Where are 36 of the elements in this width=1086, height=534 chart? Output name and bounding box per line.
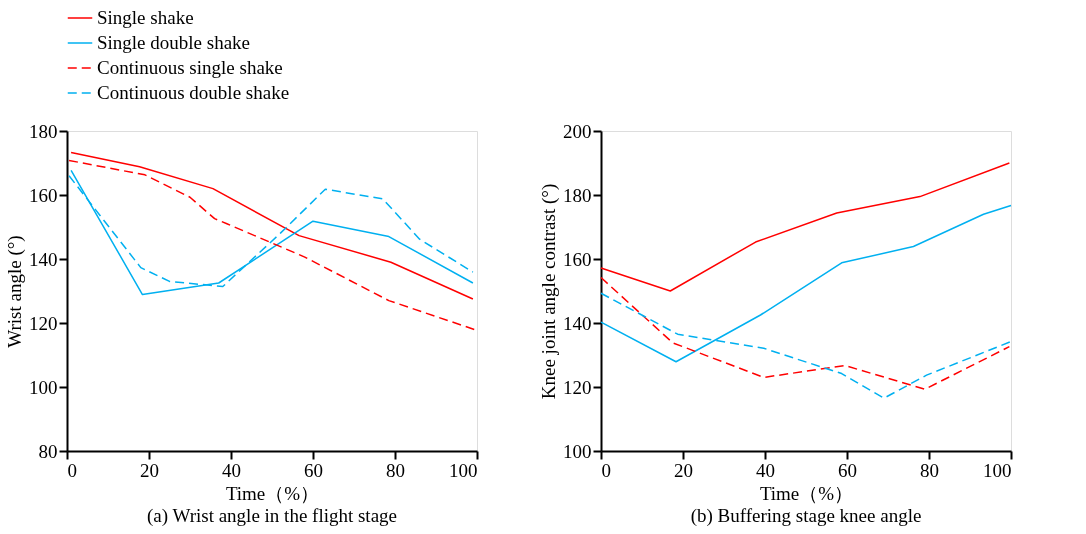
y-tick-label: 80 xyxy=(38,440,58,462)
x-tick-label: 20 xyxy=(674,459,693,481)
y-tick-label: 160 xyxy=(29,184,58,206)
x-tick-label: 0 xyxy=(67,459,77,481)
line-series xyxy=(600,276,1011,390)
x-axis-title: Time（%） xyxy=(225,482,320,504)
legend-label: Continuous double shake xyxy=(97,82,290,103)
x-tick-label: 60 xyxy=(838,459,857,481)
legend-label: Single shake xyxy=(97,7,194,28)
y-tick-label: 140 xyxy=(29,248,58,270)
y-axis-title: Wrist angle (°) xyxy=(4,235,26,348)
x-tick-label: 40 xyxy=(222,459,241,481)
legend-label: Continuous single shake xyxy=(97,57,283,78)
x-tick-label: 80 xyxy=(386,459,405,481)
y-tick-label: 200 xyxy=(563,120,592,142)
text: (a) Wrist angle in the flight stage xyxy=(146,505,398,527)
x-axis-title: Time（%） xyxy=(759,482,854,504)
x-tick-label: 100 xyxy=(449,459,478,481)
y-tick-label: 180 xyxy=(29,120,58,142)
y-tick-label: 160 xyxy=(563,248,592,270)
x-tick-label: 100 xyxy=(983,459,1012,481)
y-axis-title: Knee joint angle contrast (°) xyxy=(538,183,560,400)
x-tick-label: 40 xyxy=(756,459,775,481)
x-tick-label: 0 xyxy=(601,459,611,481)
x-tick-label: 80 xyxy=(920,459,939,481)
y-tick-label: 120 xyxy=(29,312,58,334)
line-series xyxy=(600,162,1011,292)
y-tick-label: 100 xyxy=(563,440,592,462)
y-tick-label: 120 xyxy=(563,376,592,398)
y-tick-label: 140 xyxy=(563,312,592,334)
y-tick-label: 100 xyxy=(29,376,58,398)
legend-label: Single double shake xyxy=(97,32,251,53)
x-tick-label: 60 xyxy=(304,459,323,481)
x-tick-label: 20 xyxy=(140,459,159,481)
text: (b) Buffering stage knee angle xyxy=(690,505,922,527)
y-tick-label: 180 xyxy=(563,184,592,206)
